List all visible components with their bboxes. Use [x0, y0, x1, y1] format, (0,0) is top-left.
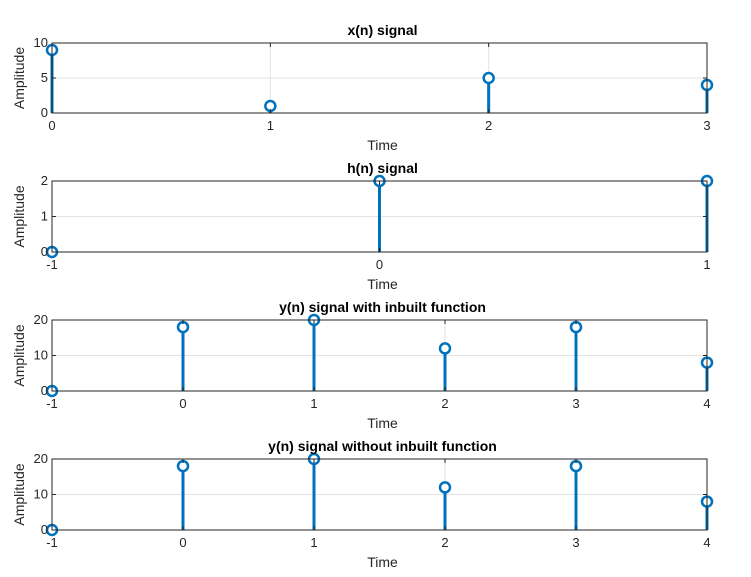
- x-axis-label: Time: [367, 137, 398, 153]
- stem-marker: [438, 481, 452, 494]
- chart-title: y(n) signal with inbuilt function: [279, 299, 486, 315]
- x-tick-label: -1: [46, 535, 58, 550]
- y-axis-label: Amplitude: [11, 185, 27, 247]
- stem-marker: [482, 71, 495, 85]
- x-tick-label: 1: [310, 396, 317, 411]
- x-tick-label: 0: [179, 396, 186, 411]
- x-tick-label: -1: [46, 257, 58, 272]
- chart-title: y(n) signal without inbuilt function: [268, 438, 497, 454]
- x-tick-label: 3: [572, 535, 579, 550]
- y-tick-label: 20: [34, 451, 48, 466]
- x-tick-label: -1: [46, 396, 58, 411]
- y-tick-label: 10: [34, 487, 48, 502]
- y-tick-label: 20: [34, 312, 48, 327]
- x-tick-label: 1: [310, 535, 317, 550]
- x-axis-label: Time: [367, 554, 398, 570]
- x-tick-label: 0: [376, 257, 383, 272]
- y-tick-label: 5: [41, 70, 48, 85]
- y-tick-label: 10: [34, 35, 48, 50]
- chart-title: h(n) signal: [347, 160, 418, 176]
- x-tick-label: 0: [179, 535, 186, 550]
- y-axis-label: Amplitude: [11, 324, 27, 386]
- x-axis-label: Time: [367, 415, 398, 431]
- x-tick-label: 2: [485, 118, 492, 133]
- y-tick-label: 0: [41, 244, 48, 259]
- x-tick-label: 1: [267, 118, 274, 133]
- y-axis-label: Amplitude: [11, 47, 27, 109]
- chart-title: x(n) signal: [347, 22, 417, 38]
- x-tick-label: 1: [703, 257, 710, 272]
- y-tick-label: 1: [41, 209, 48, 224]
- x-tick-label: 3: [572, 396, 579, 411]
- y-tick-label: 0: [41, 383, 48, 398]
- stem-marker: [438, 342, 452, 355]
- x-axis-label: Time: [367, 276, 398, 292]
- y-tick-label: 0: [41, 522, 48, 537]
- x-tick-label: 2: [441, 396, 448, 411]
- x-tick-label: 4: [703, 396, 710, 411]
- x-tick-label: 3: [703, 118, 710, 133]
- x-tick-label: 2: [441, 535, 448, 550]
- y-tick-label: 0: [41, 105, 48, 120]
- y-tick-label: 10: [34, 348, 48, 363]
- y-axis-label: Amplitude: [11, 463, 27, 525]
- x-tick-label: 4: [703, 535, 710, 550]
- y-tick-label: 2: [41, 173, 48, 188]
- x-tick-label: 0: [48, 118, 55, 133]
